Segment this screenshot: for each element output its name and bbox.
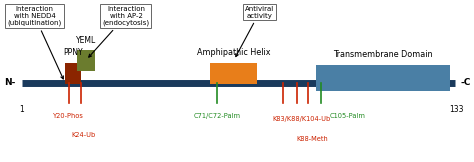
Text: Antiviral
activity: Antiviral activity <box>236 6 274 57</box>
Text: Interaction
with AP-2
(endocytosis): Interaction with AP-2 (endocytosis) <box>89 6 149 57</box>
Text: Interaction
with NEDD4
(ubiquitination): Interaction with NEDD4 (ubiquitination) <box>7 6 64 79</box>
Text: YEML: YEML <box>75 36 96 45</box>
Text: K88-Meth: K88-Meth <box>297 136 328 142</box>
Text: 133: 133 <box>449 105 464 114</box>
Text: Transmembrane Domain: Transmembrane Domain <box>333 50 433 58</box>
Text: 1: 1 <box>19 105 24 114</box>
Text: PPNY: PPNY <box>64 48 83 57</box>
Text: K24-Ub: K24-Ub <box>72 132 96 138</box>
Bar <box>316 65 450 91</box>
Text: Amphipathic Helix: Amphipathic Helix <box>197 48 271 57</box>
Text: Y20-Phos: Y20-Phos <box>53 113 84 119</box>
Text: K83/K88/K104-Ub: K83/K88/K104-Ub <box>273 116 331 122</box>
Text: -C: -C <box>460 78 471 87</box>
Text: N-: N- <box>4 78 16 87</box>
Bar <box>77 51 94 71</box>
Bar <box>65 63 82 84</box>
Text: C105-Palm: C105-Palm <box>330 113 366 119</box>
Text: C71/C72-Palm: C71/C72-Palm <box>194 113 241 119</box>
Bar <box>210 63 257 84</box>
